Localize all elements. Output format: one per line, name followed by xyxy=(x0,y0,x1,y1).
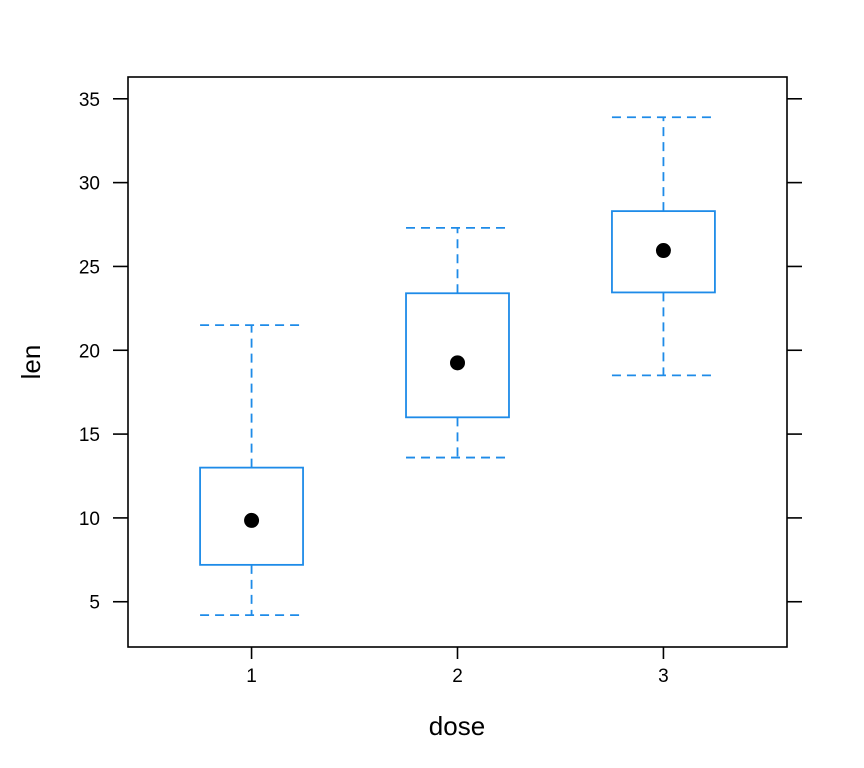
y-tick-label: 5 xyxy=(89,593,100,614)
x-axis-label: dose xyxy=(429,711,485,741)
y-axis-right xyxy=(787,97,802,603)
median-dot xyxy=(244,512,260,528)
x-axis: 1 2 3 xyxy=(246,647,669,687)
y-tick-label: 35 xyxy=(79,90,100,111)
y-tick-label: 30 xyxy=(79,174,100,195)
y-tick-label: 10 xyxy=(79,509,100,530)
y-axis-left: 5 10 15 20 25 30 35 xyxy=(79,90,128,614)
box-iqr xyxy=(405,292,510,419)
x-tick-label: 1 xyxy=(246,666,257,687)
y-tick-label: 20 xyxy=(79,341,100,362)
y-tick-label: 15 xyxy=(79,425,100,446)
boxes-group xyxy=(199,116,716,617)
x-tick-label: 3 xyxy=(658,666,669,687)
y-axis-label: len xyxy=(16,345,46,380)
x-tick-label: 2 xyxy=(452,666,463,687)
y-tick-label: 25 xyxy=(79,257,100,278)
median-dot xyxy=(450,355,465,371)
median-dot xyxy=(655,243,671,259)
